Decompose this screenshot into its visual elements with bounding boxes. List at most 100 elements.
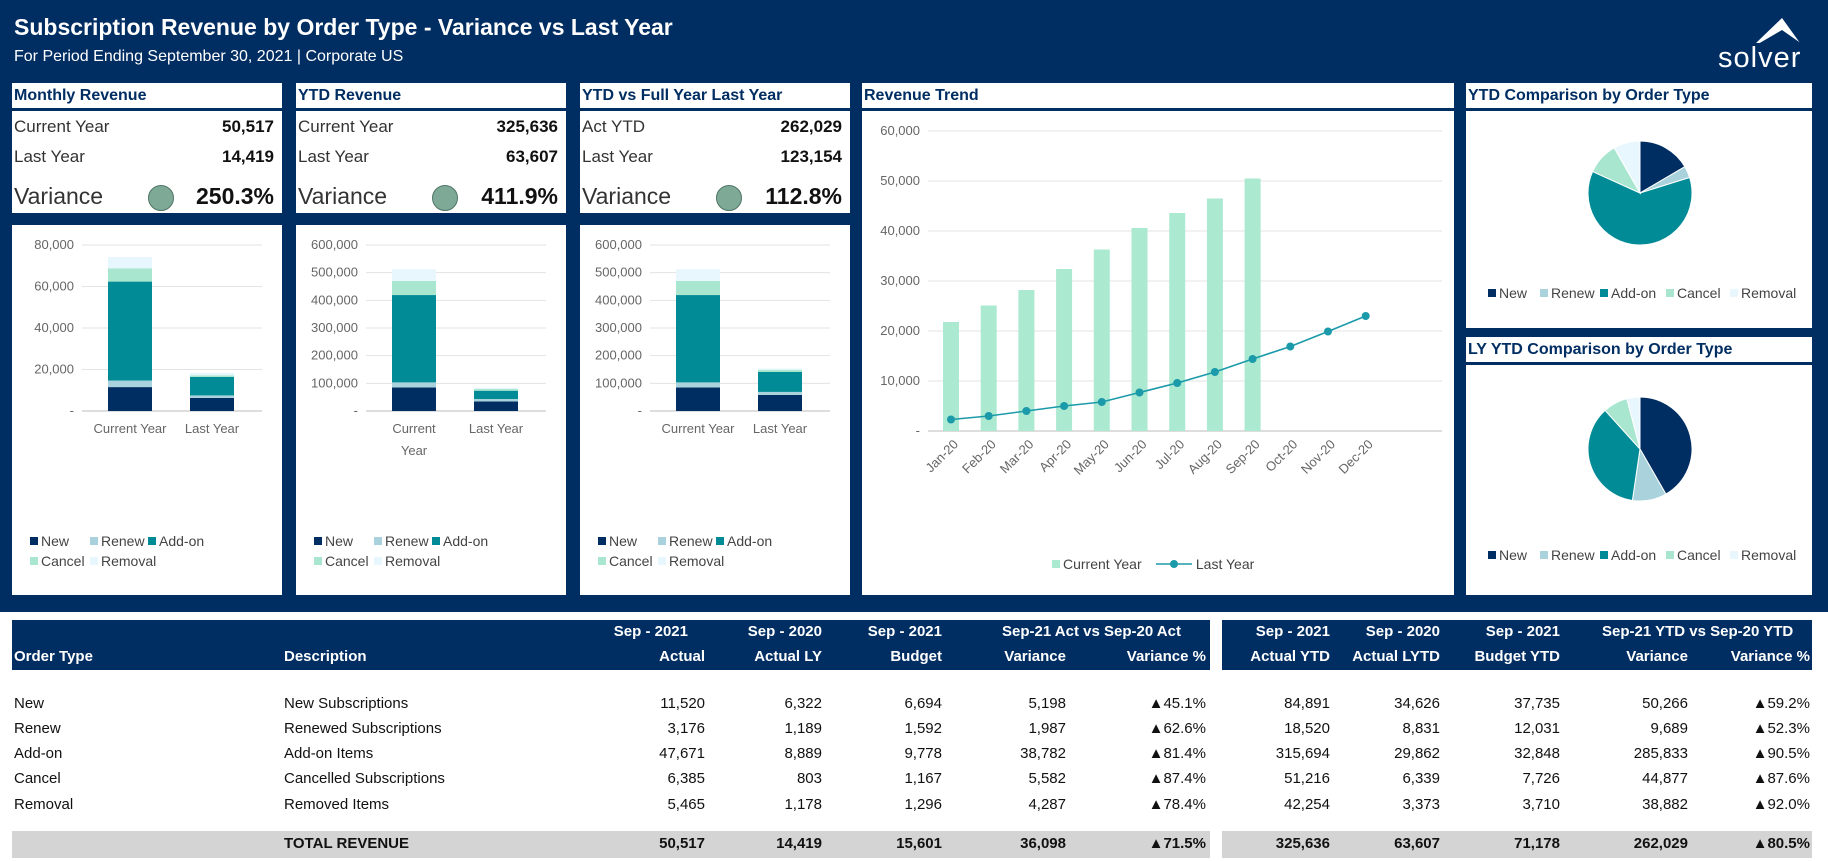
- logo-text: solver: [1718, 42, 1802, 74]
- legend-item-addon: Add-on: [1600, 285, 1656, 301]
- total-cell: 325,636: [1275, 835, 1330, 852]
- x-tick-label: Aug-20: [1185, 437, 1225, 477]
- bar-segment: [676, 280, 720, 296]
- x-tick-label: Oct-20: [1262, 437, 1300, 475]
- legend-item-removal: Removal: [374, 553, 440, 569]
- panel-title: LY YTD Comparison by Order Type: [1468, 341, 1733, 358]
- pie-slice: [1587, 409, 1641, 502]
- y-tick-label: 40,000: [880, 223, 920, 238]
- y-tick-label: 400,000: [311, 292, 358, 307]
- legend-swatch: [1488, 289, 1496, 297]
- legend-label: Removal: [1741, 285, 1797, 301]
- legend-item-addon: Add-on: [432, 533, 488, 549]
- y-tick-label: 500,000: [595, 265, 642, 280]
- solver-logo: solver: [1710, 16, 1806, 74]
- bar-segment: [758, 369, 802, 372]
- col-header-variance-pct: Variance %: [1126, 648, 1206, 665]
- status-indicator-icon: [432, 185, 458, 211]
- total-cell: 63,607: [1394, 835, 1440, 852]
- y-tick-label: 50,000: [880, 173, 920, 188]
- x-tick-label: Nov-20: [1298, 437, 1338, 477]
- x-tick-label: Apr-20: [1036, 437, 1074, 475]
- panel-title: YTD Revenue: [298, 87, 402, 104]
- trend-point: [1361, 312, 1370, 320]
- table-header-band-monthly: [12, 620, 1210, 670]
- table-cell: 50,266: [1642, 695, 1688, 712]
- x-tick-label: Year: [401, 443, 428, 458]
- legend-item-cancel: Cancel: [1666, 285, 1721, 301]
- legend-label: Add-on: [1611, 285, 1657, 301]
- col-header-top: Sep - 2021: [867, 623, 942, 640]
- col-header-order-type: Order Type: [14, 648, 93, 665]
- ytd-pie-panel: YTD Comparison by Order Type New Renew Add…: [1466, 83, 1812, 328]
- kpi-monthly-revenue: Monthly Revenue Current Year 50,517 Last …: [12, 83, 282, 213]
- trend-bar: [1206, 198, 1223, 431]
- chart-panel-monthly: - 20,000 40,000 60,000 80,000 Current Year Las…: [12, 225, 282, 595]
- legend-label: Last Year: [1195, 556, 1255, 572]
- kpi-ytd-vs-full-year: YTD vs Full Year Last Year Act YTD 262,02…: [580, 83, 850, 213]
- y-tick-label: 40,000: [34, 320, 74, 335]
- legend-label: Removal: [385, 553, 441, 569]
- y-tick-label: 20,000: [880, 323, 920, 338]
- legend-item-renew: Renew: [374, 533, 429, 549]
- legend-label: New: [1499, 547, 1528, 563]
- table-cell: ▲59.2%: [1752, 695, 1810, 712]
- panel-title: YTD vs Full Year Last Year: [582, 87, 783, 104]
- col-header-variance-pct-ytd: Variance %: [1730, 648, 1810, 665]
- trend-bar: [1244, 178, 1261, 431]
- x-tick-label: Current Year: [94, 421, 168, 436]
- variance-value: 112.8%: [765, 183, 842, 209]
- table-cell: 803: [796, 770, 822, 787]
- y-tick-label: 600,000: [595, 237, 642, 252]
- legend-label: Removal: [669, 553, 725, 569]
- table-cell: 1,189: [784, 720, 822, 737]
- legend-swatch: [30, 537, 38, 545]
- x-tick-label: Last Year: [469, 421, 524, 436]
- bar-segment: [392, 387, 436, 411]
- y-tick-label: 60,000: [34, 279, 74, 294]
- legend-item-removal: Removal: [658, 553, 724, 569]
- legend-label: Renew: [385, 533, 429, 549]
- legend-item-new: New: [598, 533, 637, 549]
- col-header-group: Sep-21 Act vs Sep-20 Act: [1002, 623, 1181, 640]
- kpi-label: Act YTD: [582, 117, 645, 136]
- table-cell: ▲52.3%: [1752, 720, 1810, 737]
- col-header-top: Sep - 2021: [1485, 623, 1560, 640]
- legend-swatch: [1540, 289, 1548, 297]
- y-tick-label: 100,000: [595, 375, 642, 390]
- trend-bar: [1169, 213, 1186, 431]
- chart-legend: New Renew Add-on Cancel Removal: [1488, 285, 1808, 307]
- table-cell: 315,694: [1275, 745, 1330, 762]
- table-cell: 32,848: [1514, 745, 1560, 762]
- revenue-trend-panel: Revenue Trend - 10,000 20,000 30,000 40,000 5…: [862, 83, 1454, 595]
- legend-label: Renew: [669, 533, 713, 549]
- bar-segment: [190, 375, 234, 377]
- legend-label: Cancel: [1677, 285, 1721, 301]
- col-header-actual: Actual: [659, 648, 705, 665]
- table-cell: 34,626: [1394, 695, 1440, 712]
- legend-swatch: [716, 537, 724, 545]
- trend-point: [1324, 327, 1332, 336]
- total-cell: 262,029: [1633, 835, 1688, 852]
- table-cell: ▲90.5%: [1752, 745, 1810, 762]
- legend-item-new: New: [1488, 547, 1527, 563]
- variance-label: Variance: [298, 183, 388, 209]
- trend-point: [1286, 342, 1295, 351]
- trend-point: [984, 412, 993, 420]
- legend-label: New: [1499, 285, 1528, 301]
- table-cell: 42,254: [1284, 796, 1330, 813]
- pie-slice: [1639, 396, 1693, 495]
- col-header-description: Description: [284, 648, 367, 665]
- x-tick-label: Current Year: [662, 421, 736, 436]
- bar-segment: [190, 376, 234, 396]
- total-cell: ▲80.5%: [1752, 835, 1810, 852]
- status-indicator-icon: [148, 185, 174, 211]
- legend-label: Cancel: [609, 553, 653, 569]
- y-tick-label: -: [354, 403, 358, 418]
- bar-segment: [392, 382, 436, 388]
- y-tick-label: 200,000: [311, 348, 358, 363]
- legend-item-removal: Removal: [90, 553, 156, 569]
- table-cell: 285,833: [1633, 745, 1688, 762]
- legend-item-renew: Renew: [1540, 547, 1595, 563]
- stacked-bar-chart-monthly: - 20,000 40,000 60,000 80,000 Current Year Las…: [34, 237, 262, 436]
